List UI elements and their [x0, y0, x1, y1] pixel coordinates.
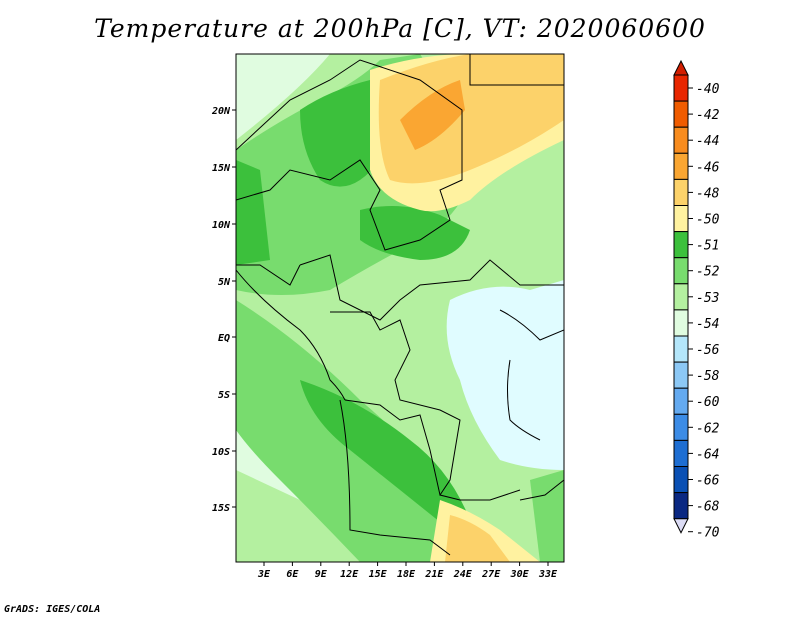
border-segment: [236, 264, 301, 286]
lon-tick-label: 12E: [340, 569, 359, 580]
colorbar-label: -53: [696, 291, 719, 306]
lon-tick-label: 6E: [286, 569, 299, 580]
border-segment: [330, 311, 521, 501]
coastline: [236, 269, 346, 401]
colorbar-label: -56: [696, 343, 720, 358]
colorbar-label: -62: [696, 421, 720, 436]
lon-tick-label: 18E: [397, 569, 416, 580]
colorbar-segment: [673, 492, 689, 520]
lat-tick-label: 5S: [218, 390, 230, 401]
field-dark-green-south: [300, 380, 470, 530]
lon-tick-label: 21E: [424, 569, 444, 580]
colorbar-segment: [673, 413, 689, 441]
colorbar-label: -52: [696, 265, 720, 280]
lat-tick-label: EQ: [218, 333, 230, 344]
colorbar-segment: [673, 126, 689, 154]
field-ice-east: [446, 280, 564, 470]
colorbar-bottom-arrow: [673, 518, 689, 534]
lon-tick-label: 30E: [510, 569, 530, 580]
lat-tick-label: 20N: [211, 106, 231, 117]
colorbar-label: -50: [696, 213, 720, 228]
field-light-nw: [236, 54, 330, 140]
lon-tick-label: 3E: [257, 569, 271, 580]
country-borders: [236, 54, 564, 556]
field-green-se: [530, 470, 564, 562]
colorbar-label: -64: [696, 447, 719, 462]
colorbar-label: -66: [696, 474, 720, 489]
border-segment: [519, 479, 564, 501]
colorbar-segment: [673, 283, 689, 311]
lat-tick-label: 15S: [212, 503, 230, 514]
field-orange-north: [400, 80, 465, 150]
lat-tick-label: 5N: [218, 277, 231, 288]
colorbar-label: -48: [696, 186, 720, 201]
colorbar: -40 -42 -44 -46 -48 -50 -51 -52 -53 -54 -56 -58 -60 -…: [673, 59, 720, 541]
field-yellow-south: [445, 515, 510, 562]
field-yellow-north: [378, 54, 564, 184]
border-segment: [344, 399, 441, 496]
colorbar-segment: [673, 309, 689, 337]
map-frame: [235, 53, 565, 563]
latitude-axis: 20N 15N 10N 5N EQ 5S 10S 15S: [211, 106, 236, 514]
colorbar-label: -70: [696, 526, 720, 541]
longitude-axis: 3E 6E 9E 12E 15E 18E 21E 24E 27E 30E 33E: [257, 562, 558, 580]
lat-tick-label: 15N: [212, 163, 231, 174]
colorbar-segment: [673, 231, 689, 259]
border-segment: [469, 54, 564, 86]
colorbar-segment: [673, 152, 689, 180]
field-dark-green-3: [236, 160, 270, 265]
colorbar-top-arrow: [673, 59, 689, 76]
border-segment: [236, 59, 463, 251]
lat-tick-label: 10S: [212, 447, 230, 458]
colorbar-segment: [673, 361, 689, 389]
lon-tick-label: 15E: [369, 569, 388, 580]
credit-label: GrADS: IGES/COLA: [4, 604, 101, 615]
colorbar-label: -60: [696, 395, 720, 410]
border-segment: [507, 359, 541, 441]
lon-tick-label: 27E: [481, 569, 501, 580]
colorbar-label: -40: [696, 82, 720, 97]
colorbar-label: -46: [696, 160, 720, 175]
colorbar-label: -42: [696, 108, 720, 123]
colorbar-segment: [673, 205, 689, 233]
border-segment: [299, 254, 564, 321]
temperature-field: [236, 54, 564, 562]
colorbar-segment: [673, 466, 689, 494]
colorbar-segment: [673, 439, 689, 467]
border-segment: [499, 309, 564, 341]
colorbar-segment: [673, 257, 689, 285]
colorbar-segment: [673, 178, 689, 206]
border-segment: [339, 399, 451, 556]
lat-tick-label: 10N: [212, 220, 231, 231]
lon-tick-label: 24E: [453, 569, 473, 580]
field-dark-green-2: [360, 206, 470, 260]
colorbar-segment: [673, 74, 689, 102]
colorbar-segment: [673, 387, 689, 415]
chart-title: Temperature at 200hPa [C], VT: 202006060…: [94, 14, 706, 43]
lon-tick-label: 33E: [538, 569, 558, 580]
colorbar-label: -68: [696, 500, 720, 515]
colorbar-segment: [673, 335, 689, 363]
colorbar-label: -58: [696, 369, 720, 384]
colorbar-label: -44: [696, 134, 719, 149]
colorbar-label: -54: [696, 317, 719, 332]
colorbar-segment: [673, 100, 689, 128]
colorbar-label: -51: [696, 239, 719, 254]
lon-tick-label: 9E: [315, 569, 328, 580]
